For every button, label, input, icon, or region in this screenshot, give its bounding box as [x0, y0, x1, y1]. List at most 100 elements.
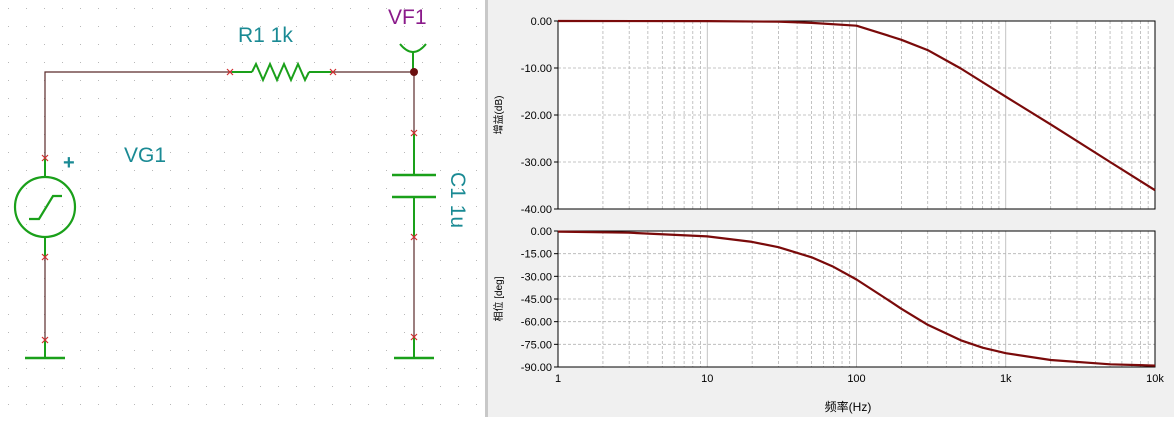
grid-dot [116, 332, 117, 333]
grid-dot [458, 404, 459, 405]
grid-dot [368, 224, 369, 225]
phase-chart[interactable]: 0.00 -15.00 -30.00 -45.00 -60.00 -75.00 -90.00… [492, 226, 1164, 385]
grid-dot [260, 26, 261, 27]
grid-dot [116, 80, 117, 81]
grid-dot [26, 368, 27, 369]
grid-dot [458, 62, 459, 63]
grid-dot [476, 314, 477, 315]
grid-dot [332, 170, 333, 171]
grid-dot [188, 260, 189, 261]
grid-dot [458, 224, 459, 225]
grid-dot [134, 44, 135, 45]
grid-dot [314, 386, 315, 387]
grid-dot [350, 170, 351, 171]
grid-dot [188, 44, 189, 45]
grid-dot [422, 350, 423, 351]
grid-dot [62, 152, 63, 153]
schematic-canvas[interactable]: R1 1k VF1 VG1 + C1 1u [0, 0, 485, 417]
grid-dot [260, 368, 261, 369]
x-tick-label: 1k [1000, 373, 1012, 385]
grid-dot [62, 134, 63, 135]
grid-dot [44, 8, 45, 9]
grid-dot [152, 170, 153, 171]
grid-dot [134, 386, 135, 387]
grid-dot [242, 98, 243, 99]
grid-dot [404, 278, 405, 279]
grid-dot [98, 314, 99, 315]
grid-dot [134, 188, 135, 189]
grid-dot [260, 350, 261, 351]
grid-dot [332, 62, 333, 63]
grid-dot [332, 80, 333, 81]
grid-dot [188, 170, 189, 171]
grid-dot [8, 368, 9, 369]
gain-chart[interactable]: 0.00 -10.00 -20.00 -30.00 -40.00 增益(dB) [492, 16, 1156, 216]
grid-dot [26, 260, 27, 261]
grid-dot [476, 26, 477, 27]
grid-dot [8, 134, 9, 135]
grid-dot [152, 386, 153, 387]
voltage-source-vg1[interactable] [13, 158, 77, 257]
grid-dot [260, 62, 261, 63]
grid-dot [44, 44, 45, 45]
grid-dot [188, 314, 189, 315]
grid-dot [26, 224, 27, 225]
grid-dot [98, 134, 99, 135]
grid-dot [98, 170, 99, 171]
grid-dot [80, 404, 81, 405]
x-tick-label: 10 [701, 373, 713, 385]
ground-right[interactable] [394, 337, 434, 360]
ground-left[interactable] [25, 340, 65, 360]
grid-dot [332, 206, 333, 207]
grid-dot [368, 278, 369, 279]
grid-dot [404, 8, 405, 9]
grid-dot [62, 116, 63, 117]
grid-dot [242, 116, 243, 117]
grid-dot [386, 152, 387, 153]
voltage-probe-vf1[interactable] [399, 43, 427, 72]
grid-dot [260, 152, 261, 153]
grid-dot [8, 224, 9, 225]
grid-dot [116, 116, 117, 117]
grid-dot [260, 98, 261, 99]
x-tick-label: 10k [1146, 373, 1164, 385]
grid-dot [116, 242, 117, 243]
grid-dot [152, 368, 153, 369]
grid-dot [458, 26, 459, 27]
grid-dot [476, 134, 477, 135]
window-divider[interactable] [485, 0, 488, 417]
grid-dot [332, 278, 333, 279]
grid-dot [368, 8, 369, 9]
grid-dot [170, 260, 171, 261]
grid-dot [242, 296, 243, 297]
grid-dot [170, 386, 171, 387]
grid-dot [224, 44, 225, 45]
grid-dot [386, 116, 387, 117]
x-axis-label: 频率(Hz) [825, 399, 872, 414]
resistor-r1[interactable] [232, 61, 331, 83]
capacitor-c1[interactable] [392, 133, 436, 237]
grid-dot [98, 278, 99, 279]
grid-dot [242, 134, 243, 135]
grid-dot [170, 116, 171, 117]
grid-dot [170, 8, 171, 9]
grid-dot [170, 368, 171, 369]
grid-dot [314, 224, 315, 225]
grid-dot [368, 242, 369, 243]
grid-dot [134, 368, 135, 369]
grid-dot [80, 350, 81, 351]
grid-dot [368, 62, 369, 63]
grid-dot [458, 278, 459, 279]
grid-dot [62, 242, 63, 243]
phase-y-tick-label: -60.00 [521, 317, 552, 329]
grid-dot [116, 350, 117, 351]
grid-dot [296, 386, 297, 387]
grid-dot [80, 8, 81, 9]
grid-dot [368, 260, 369, 261]
grid-dot [332, 152, 333, 153]
grid-dot [368, 368, 369, 369]
grid-dot [116, 278, 117, 279]
grid-dot [278, 332, 279, 333]
grid-dot [386, 62, 387, 63]
grid-dot [224, 116, 225, 117]
